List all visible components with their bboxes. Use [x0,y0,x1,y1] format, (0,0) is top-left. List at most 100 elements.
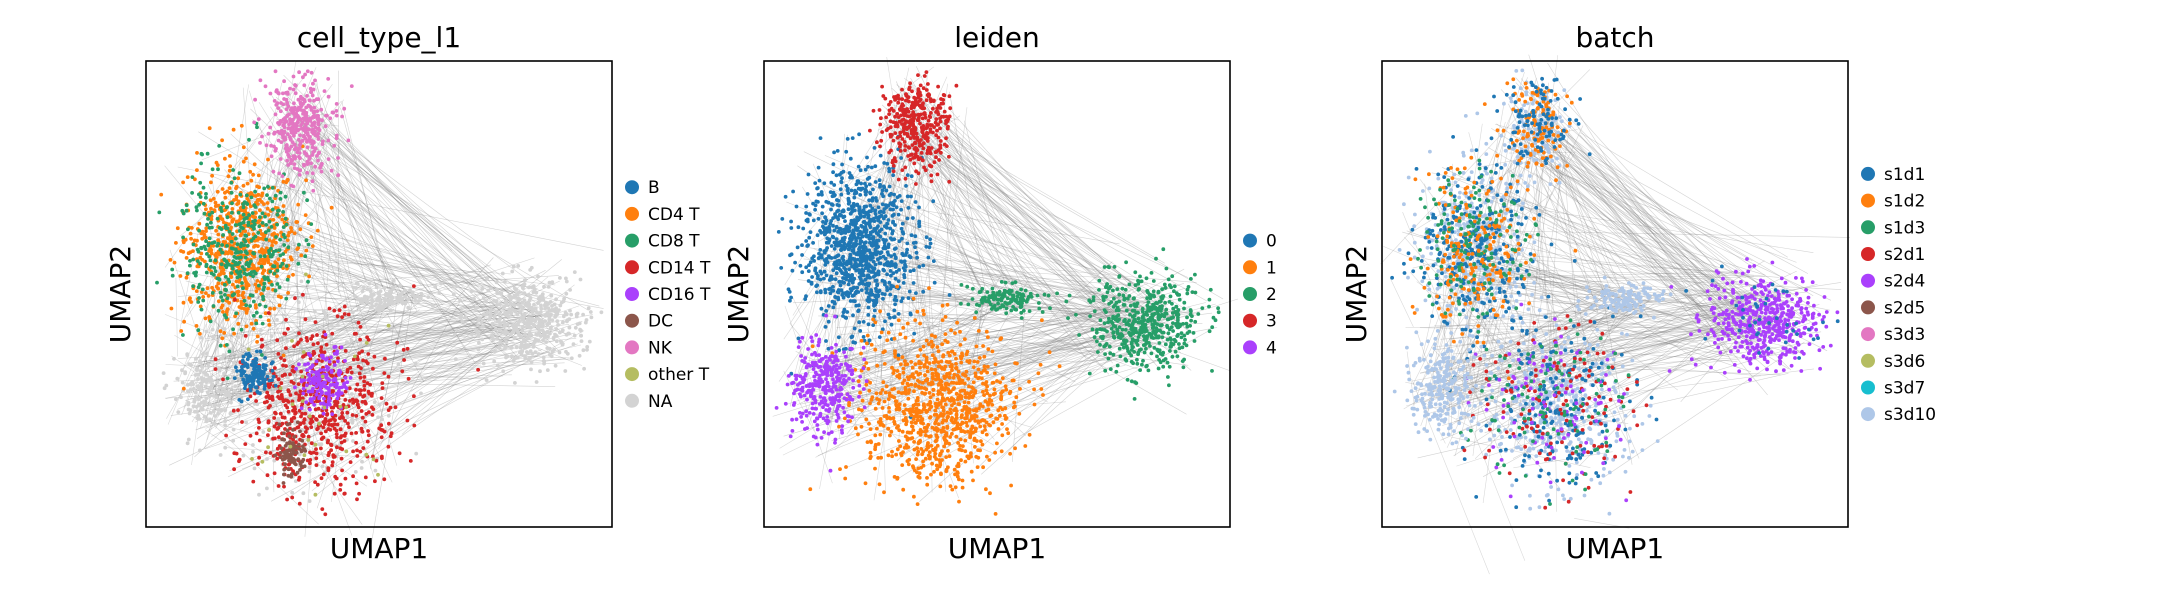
point-NA [368,289,373,294]
point-CD8-T [248,293,253,298]
point-NK [285,158,289,163]
point-0 [893,276,898,281]
point-0 [844,149,849,154]
point-NK [316,126,321,131]
point-3 [905,132,910,137]
point-CD16-T [320,354,325,359]
point-CD8-T [219,262,224,267]
point-CD4-T [228,164,233,169]
point-1 [865,440,870,444]
point-CD4-T [204,226,209,231]
point-0 [826,304,831,308]
point-0 [849,261,853,266]
point-NA [574,314,579,319]
point-CD4-T [221,268,226,272]
point-3 [908,81,912,86]
point-1 [873,466,877,471]
point-3 [924,70,929,74]
point-CD16-T [321,411,326,416]
point-CD8-T [250,211,255,215]
point-CD14-T [343,476,348,481]
point-3 [945,126,950,131]
point-CD14-T [408,459,413,463]
point-NK [289,183,294,188]
point-NA [351,439,355,443]
point-CD14-T [276,377,281,382]
point-NK [298,156,302,161]
point-NA [272,458,277,463]
legend-label: NA [648,392,673,412]
point-0 [913,234,918,239]
point-NA [219,390,224,394]
point-CD8-T [219,209,224,214]
point-NA [301,491,306,496]
point-NA [360,459,364,464]
point-NA [567,325,572,330]
point-3 [906,154,910,158]
point-0 [816,200,820,204]
point-NK [313,78,317,83]
point-B [237,398,242,402]
point-NK [293,91,298,96]
point-CD14-T [329,442,333,447]
point-NA [366,295,370,300]
point-0 [831,235,836,240]
point-3 [945,119,950,123]
point-NA [520,349,525,354]
point-0 [908,269,913,273]
point-CD14-T [257,438,262,443]
point-NA [571,342,576,346]
point-CD14-T [334,432,339,436]
point-CD14-T [276,435,281,440]
point-NA [522,337,526,342]
point-CD14-T [279,381,284,386]
point-CD8-T [213,258,218,263]
point-CD14-T [388,434,393,439]
point-0 [861,335,866,339]
point-NA [536,324,541,329]
point-CD8-T [155,280,159,285]
point-CD4-T [186,251,191,256]
point-NK [287,147,292,152]
point-NA [541,298,546,302]
point-B [240,365,244,369]
point-NA [226,393,231,397]
point-CD14-T [308,450,312,455]
point-CD4-T [241,183,246,188]
point-CD4-T [215,189,220,194]
point-3 [913,152,918,157]
point-3 [901,109,905,114]
point-CD8-T [227,349,232,354]
point-CD4-T [254,289,259,294]
point-NA [510,330,515,334]
point-CD14-T [365,381,370,386]
point-CD14-T [309,441,314,446]
point-CD8-T [199,151,204,156]
point-3 [916,171,921,176]
point-B [265,374,270,379]
point-1 [856,379,861,384]
point-0 [819,306,824,311]
point-0 [885,272,889,277]
point-0 [892,192,896,197]
point-NA [554,327,559,331]
point-CD14-T [296,382,301,386]
point-NA [349,338,354,343]
point-CD8-T [216,241,221,246]
point-1 [918,321,922,326]
point-CD4-T [178,274,183,278]
point-CD14-T [338,488,343,492]
point-CD4-T [197,221,202,226]
point-NK [311,87,316,92]
point-NA [223,408,228,412]
point-CD16-T [339,391,344,395]
point-NA [223,445,228,450]
point-NA [572,270,577,274]
point-0 [860,256,864,261]
point-0 [899,156,903,160]
point-NA [255,402,260,407]
point-CD8-T [235,242,240,247]
point-NA [553,315,557,319]
point-NA [221,353,226,358]
point-NK [295,150,300,155]
